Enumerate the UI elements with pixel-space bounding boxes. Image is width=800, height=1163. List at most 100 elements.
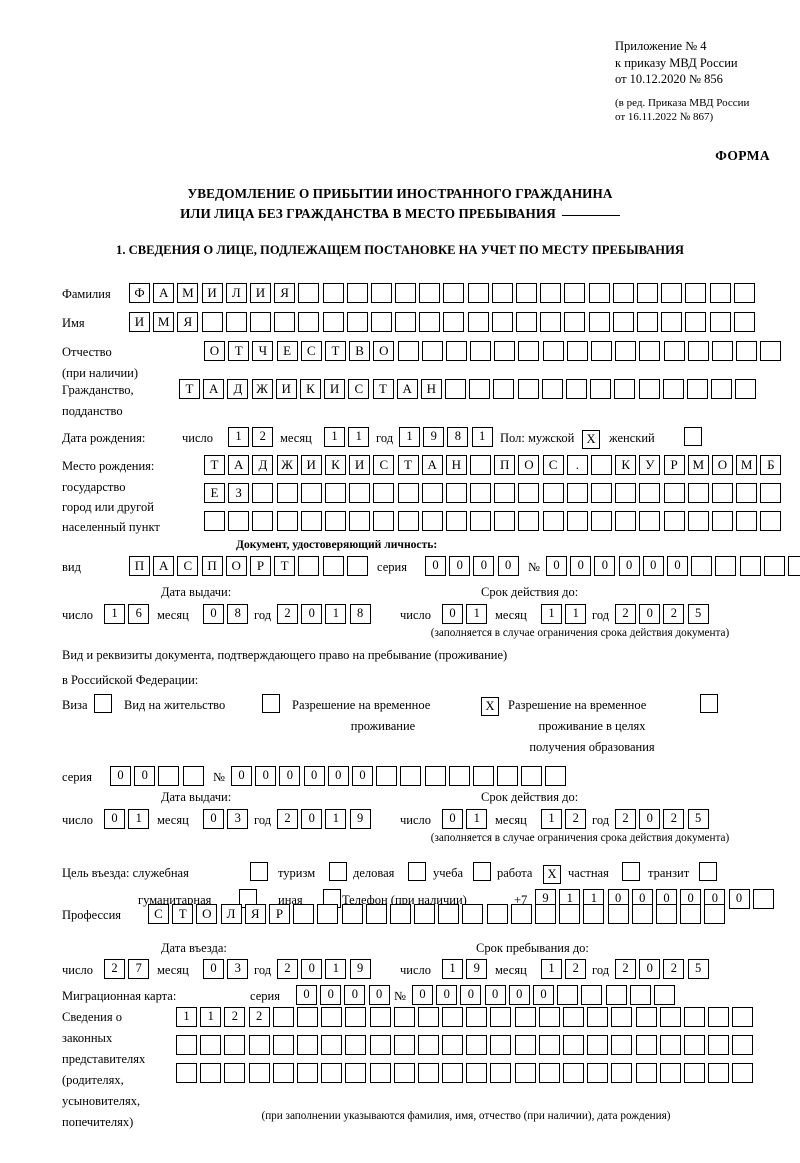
- char-box[interactable]: [424, 766, 446, 786]
- char-box[interactable]: [685, 283, 707, 303]
- char-box[interactable]: [272, 1035, 294, 1055]
- char-box[interactable]: Е: [204, 483, 225, 503]
- char-box[interactable]: 0: [484, 985, 506, 1005]
- char-box[interactable]: [293, 904, 315, 924]
- char-box[interactable]: [566, 341, 588, 361]
- char-box[interactable]: [686, 379, 708, 399]
- char-box[interactable]: [395, 312, 417, 332]
- char-box[interactable]: [607, 904, 629, 924]
- char-box[interactable]: [709, 312, 731, 332]
- char-box[interactable]: [324, 511, 346, 531]
- char-box[interactable]: И: [349, 455, 371, 475]
- char-box[interactable]: 1: [325, 809, 347, 829]
- char-box[interactable]: К: [324, 455, 346, 475]
- char-box[interactable]: Т: [228, 341, 250, 361]
- char-box[interactable]: 1: [228, 427, 249, 447]
- char-box[interactable]: 0: [351, 766, 373, 786]
- char-box[interactable]: [321, 1007, 343, 1027]
- char-box[interactable]: Н: [445, 455, 467, 475]
- char-box[interactable]: 1: [565, 604, 587, 624]
- char-box[interactable]: [636, 283, 658, 303]
- char-box[interactable]: [369, 1035, 391, 1055]
- char-box[interactable]: П: [494, 455, 516, 475]
- char-box[interactable]: [541, 379, 563, 399]
- char-box[interactable]: [421, 341, 443, 361]
- checkbox-purpose-study[interactable]: [473, 862, 491, 881]
- char-box[interactable]: [683, 1063, 705, 1083]
- char-box[interactable]: [176, 1035, 197, 1055]
- char-box[interactable]: 0: [425, 556, 446, 576]
- char-box[interactable]: 0: [639, 604, 661, 624]
- char-box[interactable]: [588, 312, 610, 332]
- char-box[interactable]: 0: [203, 809, 224, 829]
- char-box[interactable]: [545, 766, 567, 786]
- char-box[interactable]: [685, 312, 707, 332]
- char-box[interactable]: Ж: [276, 455, 298, 475]
- char-box[interactable]: М: [153, 312, 175, 332]
- char-box[interactable]: [346, 283, 368, 303]
- char-box[interactable]: [296, 1007, 318, 1027]
- char-box[interactable]: 0: [301, 809, 323, 829]
- char-box[interactable]: [732, 1063, 754, 1083]
- char-box[interactable]: [445, 379, 467, 399]
- char-box[interactable]: [248, 1035, 270, 1055]
- char-box[interactable]: С: [177, 556, 199, 576]
- char-box[interactable]: А: [421, 455, 443, 475]
- checkbox-purpose-private[interactable]: [622, 862, 640, 881]
- char-box[interactable]: [370, 312, 392, 332]
- char-box[interactable]: [691, 556, 713, 576]
- char-box[interactable]: [612, 283, 634, 303]
- char-box[interactable]: [466, 1063, 488, 1083]
- char-box[interactable]: [494, 511, 516, 531]
- char-box[interactable]: 1: [325, 604, 347, 624]
- char-box[interactable]: 1: [442, 959, 463, 979]
- char-box[interactable]: [736, 483, 758, 503]
- char-box[interactable]: [276, 483, 298, 503]
- char-box[interactable]: [176, 1063, 197, 1083]
- char-box[interactable]: 9: [349, 959, 371, 979]
- char-box[interactable]: 0: [532, 985, 554, 1005]
- char-box[interactable]: [662, 379, 684, 399]
- char-box[interactable]: [493, 379, 515, 399]
- char-box[interactable]: 0: [460, 985, 482, 1005]
- char-box[interactable]: 0: [546, 556, 567, 576]
- char-box[interactable]: [635, 1063, 657, 1083]
- char-box[interactable]: [224, 1035, 246, 1055]
- char-box[interactable]: [274, 312, 296, 332]
- char-box[interactable]: [462, 904, 484, 924]
- char-box[interactable]: [639, 341, 661, 361]
- char-box[interactable]: [393, 1063, 415, 1083]
- char-box[interactable]: [158, 766, 180, 786]
- char-box[interactable]: 1: [324, 427, 345, 447]
- char-box[interactable]: М: [177, 283, 199, 303]
- char-box[interactable]: [369, 1063, 391, 1083]
- char-box[interactable]: [659, 1035, 681, 1055]
- char-box[interactable]: [249, 312, 271, 332]
- char-box[interactable]: М: [736, 455, 758, 475]
- char-box[interactable]: [566, 511, 588, 531]
- char-box[interactable]: [583, 904, 605, 924]
- char-box[interactable]: [298, 312, 320, 332]
- char-box[interactable]: О: [204, 341, 225, 361]
- char-box[interactable]: Д: [252, 455, 274, 475]
- char-box[interactable]: [540, 283, 562, 303]
- char-box[interactable]: [661, 283, 683, 303]
- char-box[interactable]: 1: [348, 427, 370, 447]
- char-box[interactable]: 2: [615, 604, 636, 624]
- char-box[interactable]: .: [566, 455, 588, 475]
- char-box[interactable]: И: [129, 312, 150, 332]
- char-box[interactable]: [639, 483, 661, 503]
- char-box[interactable]: 0: [442, 809, 463, 829]
- char-box[interactable]: [581, 985, 603, 1005]
